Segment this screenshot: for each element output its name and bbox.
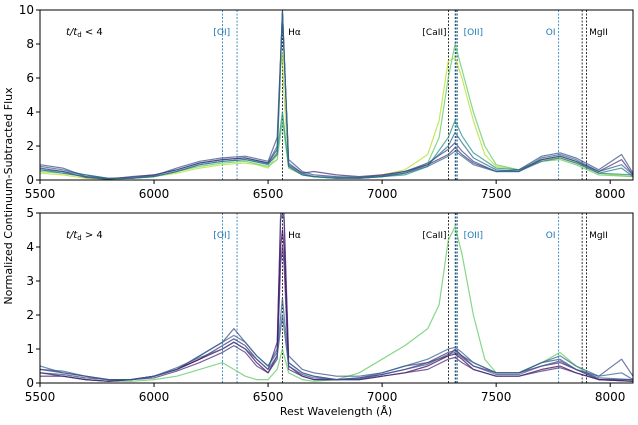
x-tick-label: 7000 bbox=[367, 390, 398, 404]
marker-label-h: Hα bbox=[288, 231, 301, 241]
x-tick-label: 6000 bbox=[139, 187, 170, 201]
x-tick-label: 5500 bbox=[25, 187, 56, 201]
marker-label-h: Hα bbox=[288, 28, 301, 38]
series-line-late-7 bbox=[40, 314, 633, 381]
x-tick-label: 5500 bbox=[25, 390, 56, 404]
y-tick-label: 6 bbox=[26, 71, 34, 85]
marker-label-oi: [OI] bbox=[213, 28, 230, 38]
x-tick-label: 6000 bbox=[139, 390, 170, 404]
x-tick-label: 7000 bbox=[367, 187, 398, 201]
series-line-late-4 bbox=[40, 229, 633, 382]
panel-bottom: [OI] Hα [CaII] [OII] OI MgII 5500 6000 6500 7000 7… bbox=[25, 206, 634, 404]
series-line-late-3 bbox=[40, 213, 633, 381]
marker-label-oii: [OII] bbox=[464, 28, 483, 38]
series-line-early-3 bbox=[40, 111, 633, 179]
x-tick-label: 7500 bbox=[481, 187, 512, 201]
marker-label-caii: [CaII] bbox=[422, 28, 446, 38]
x-axis-label: Rest Wavelength (Å) bbox=[280, 405, 392, 418]
marker-label-mgii: MgII bbox=[589, 28, 608, 38]
series-line-early-5 bbox=[40, 11, 633, 179]
x-tick-label: 7500 bbox=[481, 390, 512, 404]
y-tick-label: 8 bbox=[26, 37, 34, 51]
series-group bbox=[40, 213, 633, 382]
x-tick-label: 8000 bbox=[595, 390, 626, 404]
y-tick-label: 5 bbox=[26, 206, 34, 220]
axes-frame bbox=[39, 212, 634, 384]
panel-top: [OI] Hα [CaII] [OII] OI MgII 5500 6000 6500 7000 7… bbox=[19, 3, 634, 201]
y-tick-label: 2 bbox=[26, 139, 34, 153]
x-tick-label: 6500 bbox=[253, 187, 284, 201]
y-tick-label: 0 bbox=[26, 173, 34, 187]
marker-label-oii: [OII] bbox=[464, 231, 483, 241]
y-axis-label: Normalized Continuum-Subtracted Flux bbox=[2, 87, 15, 305]
marker-label-caii: [CaII] bbox=[422, 231, 446, 241]
y-tick-label: 1 bbox=[26, 342, 34, 356]
series-line-early-7 bbox=[40, 11, 633, 180]
axes-frame bbox=[39, 9, 634, 181]
y-tick-label: 4 bbox=[26, 240, 34, 254]
y-tick-label: 4 bbox=[26, 105, 34, 119]
x-tick-label: 8000 bbox=[595, 187, 626, 201]
series-line-early-1 bbox=[40, 51, 633, 180]
y-tick-label: 10 bbox=[19, 3, 34, 17]
x-tick-label: 6500 bbox=[253, 390, 284, 404]
y-tick-label: 2 bbox=[26, 308, 34, 322]
series-line-early-4 bbox=[40, 12, 633, 179]
condition-label: t/td > 4 bbox=[66, 230, 103, 242]
series-group bbox=[40, 11, 633, 180]
y-tick-label: 3 bbox=[26, 274, 34, 288]
series-line-late-1 bbox=[40, 226, 633, 382]
series-line-late-5 bbox=[40, 297, 633, 381]
series-line-late-6 bbox=[40, 246, 633, 382]
condition-label: t/td < 4 bbox=[66, 27, 103, 39]
marker-label-oi: OI bbox=[546, 231, 556, 241]
series-line-late-2 bbox=[40, 213, 633, 381]
marker-label-oi: OI bbox=[546, 28, 556, 38]
marker-label-oi: [OI] bbox=[213, 231, 230, 241]
y-tick-label: 0 bbox=[26, 376, 34, 390]
series-line-early-6 bbox=[40, 11, 633, 180]
marker-label-mgii: MgII bbox=[589, 231, 608, 241]
